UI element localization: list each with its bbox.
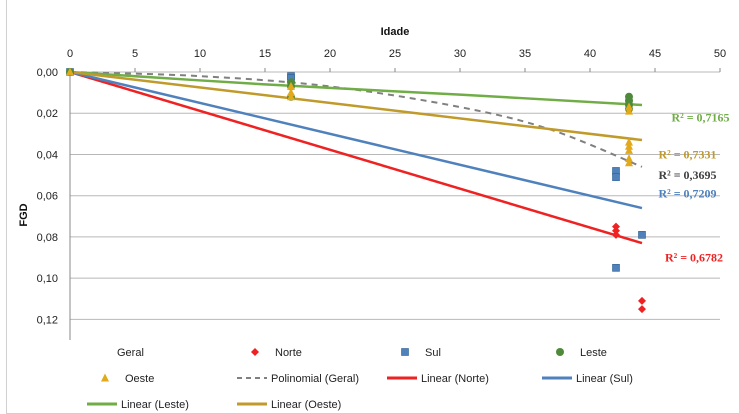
y-tick-label: 0,08 bbox=[37, 232, 58, 244]
y-tick-label: 0,00 bbox=[37, 67, 58, 79]
legend-item: Linear (Leste) bbox=[87, 399, 189, 411]
legend-square-icon bbox=[402, 349, 409, 356]
legend-item: Linear (Sul) bbox=[542, 373, 633, 385]
r-squared-label: R² = 0,7165 bbox=[671, 110, 729, 124]
legend-item: Leste bbox=[556, 347, 607, 359]
data-point-sul bbox=[613, 174, 620, 181]
legend-item: Sul bbox=[402, 347, 441, 359]
x-tick-label: 50 bbox=[714, 48, 726, 60]
x-tick-label: 10 bbox=[194, 48, 206, 60]
legend-item: Oeste bbox=[101, 373, 154, 385]
legend-item: Norte bbox=[251, 347, 302, 359]
legend: Geral Norte Sul Leste Oeste Polinomial (Geral… bbox=[87, 347, 633, 411]
x-tick-label: 25 bbox=[389, 48, 401, 60]
x-tick-label: 15 bbox=[259, 48, 271, 60]
y-tick-label: 0,06 bbox=[37, 191, 58, 203]
data-point-sul bbox=[639, 231, 646, 238]
legend-label: Geral bbox=[117, 347, 144, 359]
y-tick-label: 0,02 bbox=[37, 108, 58, 120]
legend-circle-icon bbox=[556, 348, 564, 356]
r-squared-label: R² = 0,6782 bbox=[665, 251, 723, 265]
point-layer bbox=[66, 68, 646, 314]
legend-label: Linear (Oeste) bbox=[271, 399, 341, 411]
x-tick-label: 20 bbox=[324, 48, 336, 60]
x-tick-label: 35 bbox=[519, 48, 531, 60]
legend-item: Polinomial (Geral) bbox=[237, 373, 359, 385]
trendline-layer bbox=[70, 72, 642, 243]
x-tick-label: 30 bbox=[454, 48, 466, 60]
legend-label: Polinomial (Geral) bbox=[271, 373, 359, 385]
y-tick-label: 0,10 bbox=[37, 273, 58, 285]
y-tick-label: 0,04 bbox=[37, 149, 58, 161]
trendline-linear-sul bbox=[70, 72, 642, 208]
data-point-oeste bbox=[625, 146, 633, 154]
trendline-linear-oeste bbox=[70, 72, 642, 140]
legend-label: Leste bbox=[580, 347, 607, 359]
annotation-layer: R² = 0,7165 R² = 0,7331 R² = 0,3695 R² = 0,… bbox=[658, 110, 729, 264]
legend-label: Linear (Leste) bbox=[121, 399, 189, 411]
legend-label: Norte bbox=[275, 347, 302, 359]
trendline-linear-leste bbox=[70, 72, 642, 105]
r-squared-label: R² = 0,7209 bbox=[658, 187, 716, 201]
data-point-norte bbox=[638, 305, 646, 313]
data-point-sul bbox=[613, 264, 620, 271]
trendline-polinomial-geral bbox=[70, 72, 642, 167]
data-point-norte bbox=[638, 297, 646, 305]
legend-label: Oeste bbox=[125, 373, 154, 385]
x-tick-label: 45 bbox=[649, 48, 661, 60]
legend-label: Sul bbox=[425, 347, 441, 359]
y-axis-title: FGD bbox=[18, 203, 30, 226]
x-tick-label: 5 bbox=[132, 48, 138, 60]
legend-label: Linear (Sul) bbox=[576, 373, 633, 385]
legend-item: Geral bbox=[117, 347, 144, 359]
x-tick-label: 40 bbox=[584, 48, 596, 60]
r-squared-label: R² = 0,3695 bbox=[658, 168, 716, 182]
x-axis-title: Idade bbox=[381, 26, 410, 38]
legend-item: Linear (Norte) bbox=[387, 373, 489, 385]
legend-triangle-icon bbox=[101, 374, 109, 382]
data-point-norte bbox=[612, 231, 620, 239]
legend-label: Linear (Norte) bbox=[421, 373, 489, 385]
legend-item: Linear (Oeste) bbox=[237, 399, 341, 411]
x-tick-label: 0 bbox=[67, 48, 73, 60]
trendline-linear-norte bbox=[70, 72, 642, 243]
legend-diamond-icon bbox=[251, 348, 259, 356]
y-tick-label: 0,12 bbox=[37, 314, 58, 326]
r-squared-label: R² = 0,7331 bbox=[658, 147, 716, 161]
